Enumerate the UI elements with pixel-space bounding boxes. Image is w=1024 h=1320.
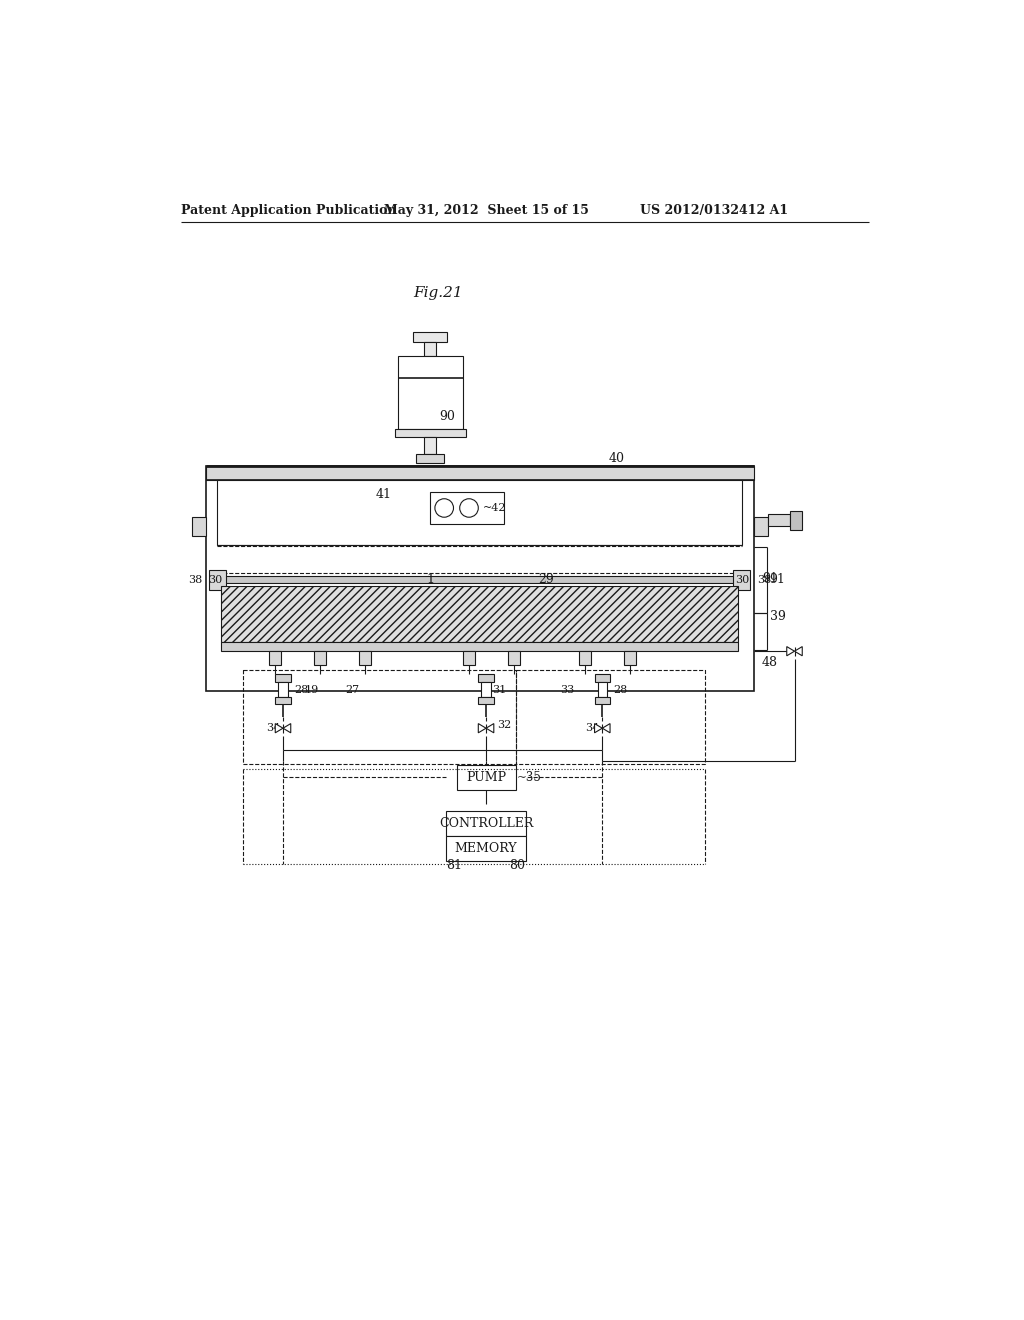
Text: 32: 32 [497,721,511,730]
Polygon shape [595,723,602,733]
Bar [790,511,802,529]
Bar [414,331,447,342]
Text: 28: 28 [613,685,628,694]
Bar [457,766,515,789]
Text: 27: 27 [345,685,359,694]
Bar [221,642,738,651]
Text: PUMP: PUMP [466,771,506,784]
Text: 31: 31 [493,685,507,694]
Text: 30: 30 [209,574,223,585]
Bar [445,836,526,861]
Bar [279,682,288,697]
Text: 30: 30 [735,574,750,585]
Bar [463,651,475,665]
Text: 39: 39 [770,610,785,623]
Bar [217,480,741,545]
Polygon shape [795,647,802,656]
Bar [275,675,291,682]
Bar [424,437,436,454]
Text: MEMORY: MEMORY [455,842,517,855]
Text: 91: 91 [770,573,785,586]
Bar [445,812,526,836]
Bar [243,671,515,763]
Text: 29: 29 [539,573,554,586]
Bar [481,682,490,697]
Text: 40: 40 [608,453,625,465]
Text: Fig.21: Fig.21 [414,286,463,300]
Bar [417,454,444,463]
Bar [595,697,610,704]
Text: Patent Application Publication: Patent Application Publication [180,205,396,218]
Polygon shape [786,647,795,656]
Bar [768,515,790,527]
Bar [221,586,738,642]
Bar [508,651,520,665]
Text: 91: 91 [762,572,778,585]
Bar [478,675,494,682]
Text: 38: 38 [758,574,771,585]
Text: US 2012/0132412 A1: US 2012/0132412 A1 [640,205,787,218]
Text: CONTROLLER: CONTROLLER [439,817,534,830]
Bar [275,697,291,704]
Bar [206,466,755,480]
Bar [579,651,592,665]
Bar [478,697,494,704]
Bar [206,466,755,692]
Bar [314,651,327,665]
Bar [598,682,607,697]
Text: 48: 48 [762,656,778,669]
Text: 80: 80 [509,859,525,871]
Bar [221,576,738,583]
Text: 38: 38 [188,574,203,585]
Polygon shape [602,723,610,733]
Text: ~35: ~35 [517,771,542,784]
Text: 19: 19 [305,685,318,694]
Text: 34: 34 [586,723,599,733]
Bar [424,342,436,356]
Polygon shape [478,723,486,733]
Bar [209,570,226,590]
Text: 28: 28 [294,685,308,694]
Bar [394,429,466,437]
Text: 34: 34 [266,723,281,733]
Bar [191,517,206,536]
Bar [430,492,504,524]
Bar [397,356,463,429]
Bar [269,651,282,665]
Bar [755,517,768,536]
Text: 41: 41 [376,487,392,500]
Text: May 31, 2012  Sheet 15 of 15: May 31, 2012 Sheet 15 of 15 [384,205,589,218]
Text: 33: 33 [560,685,573,694]
Bar [733,570,751,590]
Text: 81: 81 [445,859,462,871]
Polygon shape [275,723,283,733]
Bar [359,651,372,665]
Bar [595,675,610,682]
Polygon shape [283,723,291,733]
Text: 1: 1 [426,573,434,586]
Bar [515,671,706,763]
Bar [624,651,636,665]
Polygon shape [486,723,494,733]
Text: ~42: ~42 [483,503,507,513]
Text: 90: 90 [439,409,456,422]
